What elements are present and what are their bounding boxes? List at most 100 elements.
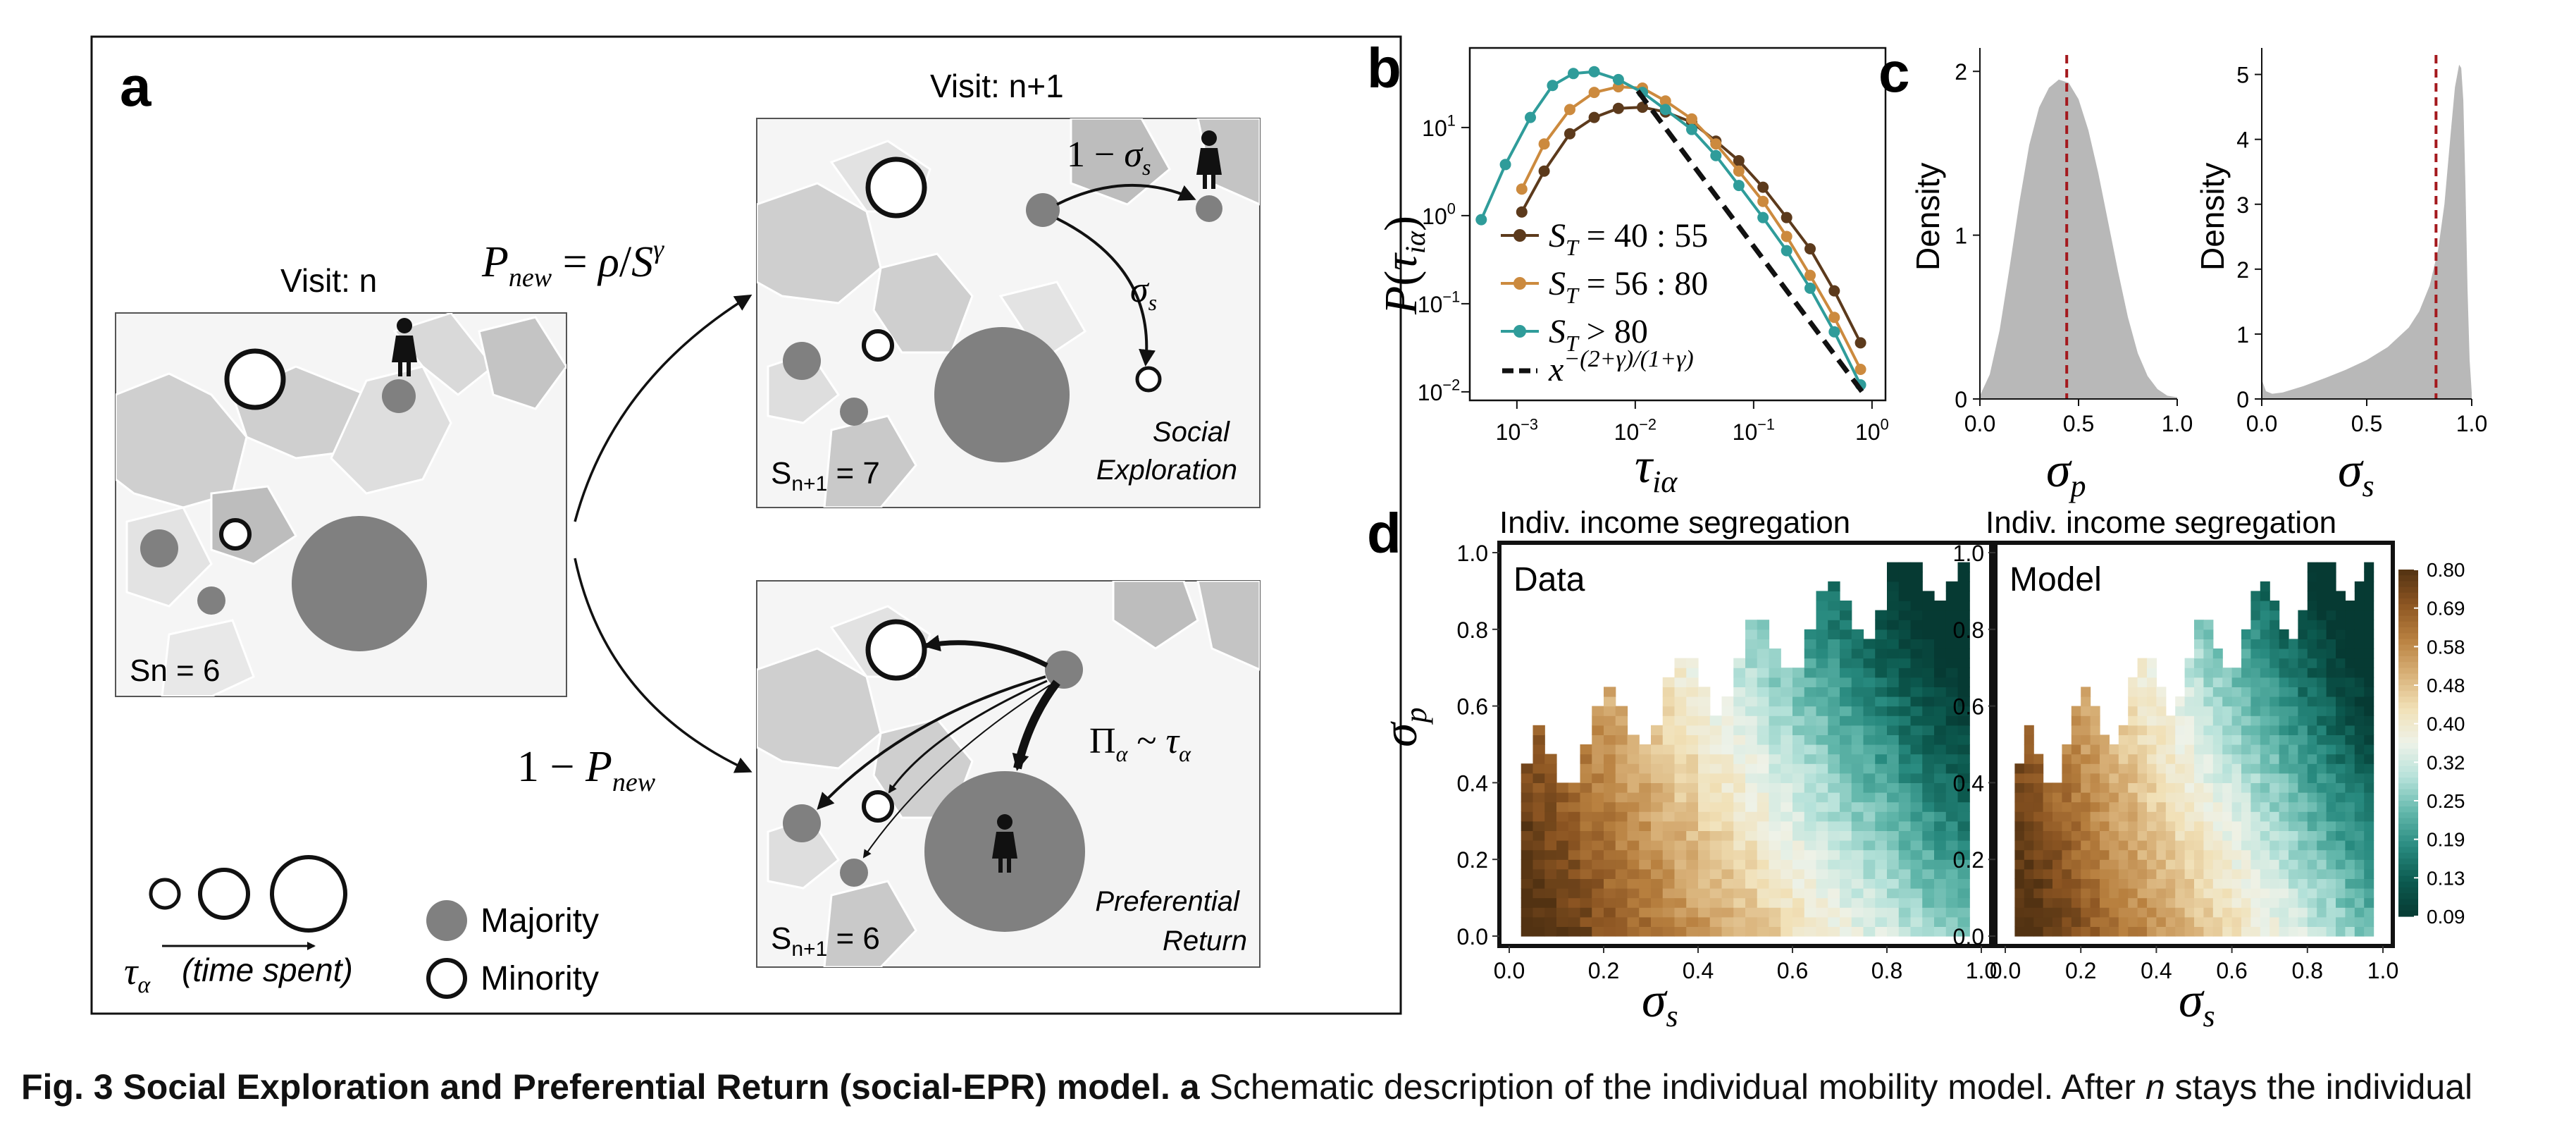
heat-cell — [1698, 782, 1711, 793]
heat-cell — [1934, 849, 1947, 860]
person-icon — [392, 318, 417, 376]
heat-cell — [1674, 859, 1687, 870]
heat-cell — [2345, 754, 2355, 764]
heat-cell — [2081, 782, 2091, 793]
heat-cell — [1910, 878, 1923, 889]
heat-cell — [2184, 754, 2195, 764]
heat-cell — [1792, 677, 1805, 687]
heat-cell — [1945, 820, 1959, 831]
heat-cell — [1840, 907, 1852, 918]
heat-cell — [1592, 811, 1604, 822]
heat-cell — [2270, 754, 2280, 764]
heat-cell — [2194, 849, 2204, 860]
heat-cell — [1662, 897, 1676, 908]
heat-cell — [1792, 687, 1805, 697]
heat-cell — [2156, 820, 2167, 831]
heat-cell — [2364, 668, 2374, 678]
arrow-new — [574, 294, 753, 522]
heat-cell — [2014, 830, 2025, 841]
heat-cell — [2241, 792, 2251, 803]
heat-cell — [2043, 878, 2053, 889]
heat-cell — [2203, 715, 2214, 726]
heat-cell — [2222, 878, 2233, 889]
heat-cell — [1875, 830, 1888, 841]
heat-cell — [2175, 840, 2186, 851]
heat-cell — [1651, 907, 1664, 918]
heat-cell — [2317, 591, 2327, 601]
heat-cell — [1957, 639, 1970, 649]
series-point — [1516, 206, 1528, 218]
heat-cell — [1816, 639, 1828, 649]
heat-cell — [2137, 840, 2148, 851]
heat-cell — [1922, 897, 1935, 908]
heat-cell — [1721, 773, 1734, 783]
heat-cell — [2052, 820, 2062, 831]
heat-cell — [2298, 610, 2308, 620]
heat-cell — [1639, 763, 1652, 774]
heat-cell — [2345, 677, 2355, 687]
heat-cell — [2014, 859, 2025, 870]
heat-cell — [1615, 754, 1628, 764]
heat-cell — [1721, 859, 1734, 870]
heat-cell — [1580, 754, 1592, 764]
heat-cell — [2336, 916, 2346, 927]
heat-cell — [2090, 820, 2100, 831]
heat-cell — [2137, 820, 2148, 831]
heat-cell — [1887, 868, 1900, 879]
heat-cell — [2175, 878, 2186, 889]
heat-cell — [1804, 648, 1817, 659]
heat-cell — [2203, 620, 2214, 630]
heat-cell — [1686, 792, 1699, 803]
heat-cell — [2345, 601, 2355, 611]
heat-cell — [1945, 648, 1959, 659]
heat-cell — [1910, 620, 1923, 630]
heat-cell — [2326, 639, 2336, 649]
heat-cell — [1733, 859, 1746, 870]
heat-cell — [1828, 878, 1840, 889]
heat-cell — [1828, 677, 1840, 687]
heat-cell — [1875, 687, 1888, 697]
heat-cell — [1840, 801, 1852, 812]
heat-cell — [1816, 916, 1828, 927]
heat-cell — [2052, 830, 2062, 841]
heat-cell — [1887, 658, 1900, 668]
heat-cell — [1887, 830, 1900, 841]
heat-cell — [1804, 792, 1817, 803]
heat-cell — [2081, 754, 2091, 764]
heat-cell — [2184, 897, 2195, 908]
series-point — [1499, 159, 1511, 171]
heat-cell — [2184, 658, 2195, 668]
heat-cell — [1792, 754, 1805, 764]
heat-cell — [2071, 849, 2081, 860]
heat-cell — [1840, 773, 1852, 783]
heat-cell — [2354, 696, 2365, 707]
heat-cell — [1568, 878, 1581, 889]
heat-cell — [2052, 811, 2062, 822]
heat-cell — [2194, 639, 2204, 649]
heat-cell — [1604, 696, 1616, 707]
heat-cell — [2081, 830, 2091, 841]
heat-cell — [2156, 782, 2167, 793]
heat-cell — [1532, 888, 1545, 899]
c-right-xlabel: σs — [2338, 443, 2374, 503]
heat-cell — [1674, 840, 1687, 851]
heat-cell — [2298, 830, 2308, 841]
heat-cell — [1556, 840, 1569, 851]
heat-cell — [2100, 734, 2110, 745]
heat-cell — [1604, 820, 1616, 831]
heat-cell — [2231, 811, 2242, 822]
heat-cell — [2336, 687, 2346, 697]
heat-cell — [1957, 849, 1970, 860]
heat-cell — [2118, 801, 2129, 812]
person-icon — [1196, 130, 1222, 189]
legend-minority: Minority — [481, 960, 599, 997]
heat-cell — [1733, 706, 1746, 716]
x-tick-label: 0.8 — [1871, 958, 1902, 983]
heat-cell — [2345, 907, 2355, 918]
heat-cell — [2184, 696, 2195, 707]
legend-marker — [1513, 277, 1526, 290]
heat-cell — [1957, 888, 1970, 899]
heat-cell — [1887, 648, 1900, 659]
heat-cell — [1745, 744, 1758, 755]
heat-cell — [2156, 773, 2167, 783]
